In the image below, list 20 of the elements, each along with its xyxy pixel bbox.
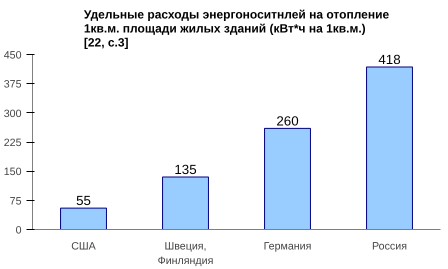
data-label: 55 [76, 193, 91, 208]
y-tick-label: 300 [4, 108, 22, 120]
data-label: 418 [378, 52, 401, 67]
y-tick-label: 225 [4, 137, 22, 149]
data-label: 135 [174, 162, 197, 177]
y-tick-label: 75 [10, 195, 22, 208]
y-tick-label: 450 [4, 50, 22, 62]
data-label: 260 [276, 113, 299, 128]
bar [366, 66, 413, 230]
y-tick-label: 0 [16, 224, 22, 236]
x-tick-label: Германия [264, 240, 312, 252]
x-tick-label: США [71, 240, 97, 252]
y-tick-label: 375 [4, 78, 22, 91]
bar [162, 176, 209, 230]
chart-title: Удельные расходы энергоноситнлей на отопление 1кв.м. площади жилых зданий (кВт*ч на 1кв.м.) [22, с.3] [84, 8, 390, 50]
bar [60, 208, 107, 230]
bar [264, 128, 311, 230]
y-tick-label: 150 [4, 166, 22, 178]
x-tick-label: Швеция, Финляндия [158, 240, 214, 267]
x-tick-label: Россия [372, 240, 408, 252]
